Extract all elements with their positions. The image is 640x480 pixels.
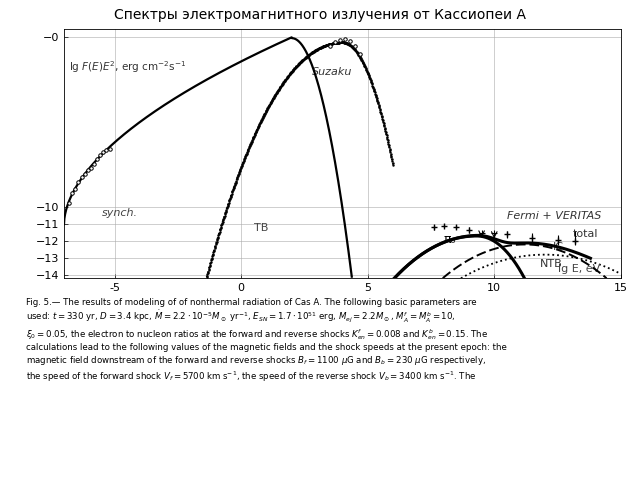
Text: total: total <box>573 229 598 239</box>
Text: lg E, eV: lg E, eV <box>557 264 600 274</box>
Text: IC: IC <box>552 241 563 252</box>
Text: synch.: synch. <box>102 207 138 217</box>
Text: lg $F(E)E^2$, erg cm$^{-2}$s$^{-1}$: lg $F(E)E^2$, erg cm$^{-2}$s$^{-1}$ <box>69 60 186 75</box>
Text: π₀: π₀ <box>444 233 456 246</box>
Text: Спектры электромагнитного излучения от Кассиопеи А: Спектры электромагнитного излучения от К… <box>114 8 526 22</box>
Text: Suzaku: Suzaku <box>312 67 353 77</box>
Text: Fig. 5.— The results of modeling of of nonthermal radiation of Cas A. The follow: Fig. 5.— The results of modeling of of n… <box>26 298 506 384</box>
Text: NTB: NTB <box>540 259 563 268</box>
Text: TB: TB <box>254 223 268 233</box>
Text: Fermi + VERITAS: Fermi + VERITAS <box>507 211 602 221</box>
